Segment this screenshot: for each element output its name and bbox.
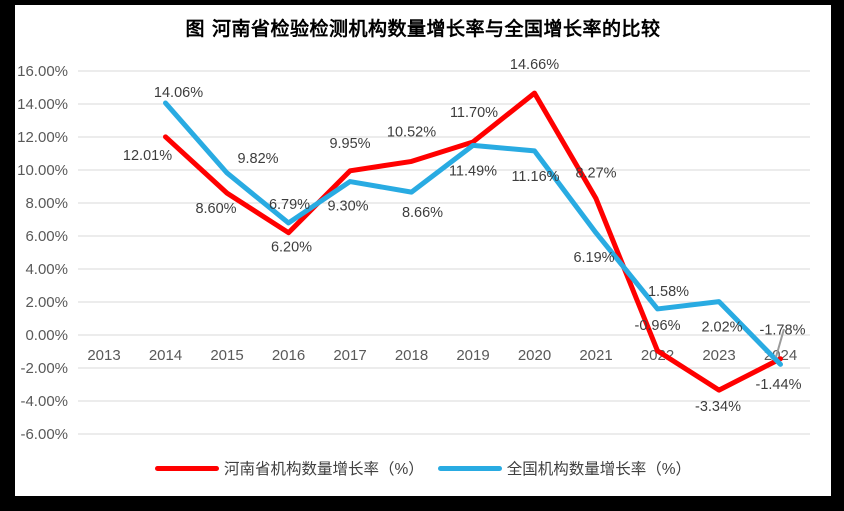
data-label: 9.82% — [237, 151, 278, 167]
data-label: 11.16% — [511, 169, 559, 185]
data-label: 14.06% — [154, 85, 203, 101]
data-label: 8.66% — [402, 205, 443, 221]
x-tick-label: 2015 — [210, 347, 243, 364]
x-tick-label: 2016 — [272, 347, 305, 364]
y-tick-label: 0.00% — [25, 327, 68, 344]
data-label: 12.01% — [123, 148, 172, 164]
y-tick-label: -6.00% — [20, 426, 68, 443]
y-tick-label: -2.00% — [20, 360, 68, 377]
data-label: 11.49% — [449, 163, 497, 179]
series-line-1 — [163, 100, 783, 367]
legend-swatch-henan — [154, 465, 219, 471]
data-label: 14.66% — [510, 57, 559, 73]
data-label: 11.70% — [450, 105, 498, 121]
x-tick-label: 2020 — [518, 347, 551, 364]
data-label: 6.19% — [573, 250, 614, 266]
legend: 河南省机构数量增长率（%） 全国机构数量增长率（%） — [15, 455, 831, 481]
x-tick-label: 2019 — [456, 347, 489, 364]
data-label: 9.30% — [327, 199, 368, 215]
y-tick-label: 4.00% — [25, 261, 68, 278]
legend-label-henan: 河南省机构数量增长率（%） — [223, 461, 424, 478]
y-tick-label: 16.00% — [17, 63, 68, 80]
legend-item-national: 全国机构数量增长率（%） — [437, 457, 692, 479]
data-label: -1.44% — [756, 377, 802, 393]
data-label: -0.96% — [635, 318, 681, 334]
data-label: 9.95% — [329, 136, 370, 152]
y-tick-label: 14.00% — [17, 96, 68, 113]
y-tick-label: -4.00% — [20, 393, 68, 410]
stray-cursor-mark — [775, 328, 785, 358]
data-label: 8.60% — [195, 201, 236, 217]
x-tick-label: 2018 — [395, 347, 428, 364]
legend-swatch-national — [437, 465, 502, 471]
legend-item-henan: 河南省机构数量增长率（%） — [154, 457, 424, 479]
data-label: 1.58% — [648, 284, 689, 300]
series-line-0 — [163, 90, 783, 393]
y-tick-label: 10.00% — [17, 162, 68, 179]
x-tick-label: 2024 — [764, 347, 797, 364]
x-tick-label: 2013 — [87, 347, 120, 364]
data-label: 6.20% — [271, 240, 312, 256]
data-label: 2.02% — [701, 320, 742, 336]
y-tick-label: 2.00% — [25, 294, 68, 311]
data-label: -1.78% — [760, 322, 806, 338]
chart-title: 图 河南省检验检测机构数量增长率与全国增长率的比较 — [185, 18, 661, 40]
data-label: 8.27% — [575, 166, 616, 182]
chart-frame — [15, 5, 831, 496]
x-tick-label: 2014 — [149, 347, 182, 364]
x-tick-label: 2022 — [641, 347, 674, 364]
x-tick-label: 2023 — [702, 347, 735, 364]
x-tick-label: 2017 — [333, 347, 366, 364]
data-label: -3.34% — [695, 399, 741, 415]
y-tick-label: 6.00% — [25, 228, 68, 245]
y-tick-label: 8.00% — [25, 195, 68, 212]
legend-label-national: 全国机构数量增长率（%） — [506, 461, 692, 478]
y-tick-label: 12.00% — [17, 129, 68, 146]
data-label: 6.79% — [269, 197, 310, 213]
x-tick-label: 2021 — [579, 347, 612, 364]
data-label: 10.52% — [387, 124, 436, 140]
